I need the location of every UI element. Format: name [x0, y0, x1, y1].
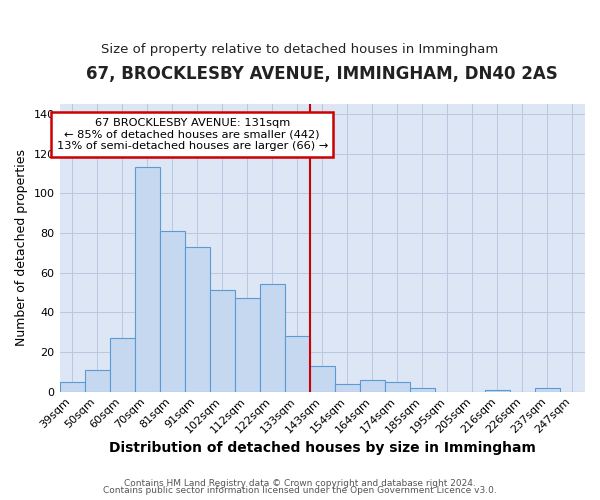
Bar [360, 380, 385, 392]
Bar [235, 298, 260, 392]
Bar [160, 231, 185, 392]
Bar [335, 384, 360, 392]
Bar [110, 338, 134, 392]
Bar [535, 388, 560, 392]
Text: Contains HM Land Registry data © Crown copyright and database right 2024.: Contains HM Land Registry data © Crown c… [124, 478, 476, 488]
Bar [410, 388, 435, 392]
Y-axis label: Number of detached properties: Number of detached properties [15, 150, 28, 346]
Text: Contains public sector information licensed under the Open Government Licence v3: Contains public sector information licen… [103, 486, 497, 495]
Bar [59, 382, 85, 392]
Bar [85, 370, 110, 392]
Bar [134, 168, 160, 392]
Bar [385, 382, 410, 392]
X-axis label: Distribution of detached houses by size in Immingham: Distribution of detached houses by size … [109, 441, 536, 455]
Title: 67, BROCKLESBY AVENUE, IMMINGHAM, DN40 2AS: 67, BROCKLESBY AVENUE, IMMINGHAM, DN40 2… [86, 65, 558, 83]
Bar [485, 390, 510, 392]
Bar [260, 284, 285, 392]
Bar [285, 336, 310, 392]
Bar [310, 366, 335, 392]
Text: 67 BROCKLESBY AVENUE: 131sqm
← 85% of detached houses are smaller (442)
13% of s: 67 BROCKLESBY AVENUE: 131sqm ← 85% of de… [56, 118, 328, 151]
Bar [185, 247, 209, 392]
Bar [209, 290, 235, 392]
Text: Size of property relative to detached houses in Immingham: Size of property relative to detached ho… [101, 42, 499, 56]
